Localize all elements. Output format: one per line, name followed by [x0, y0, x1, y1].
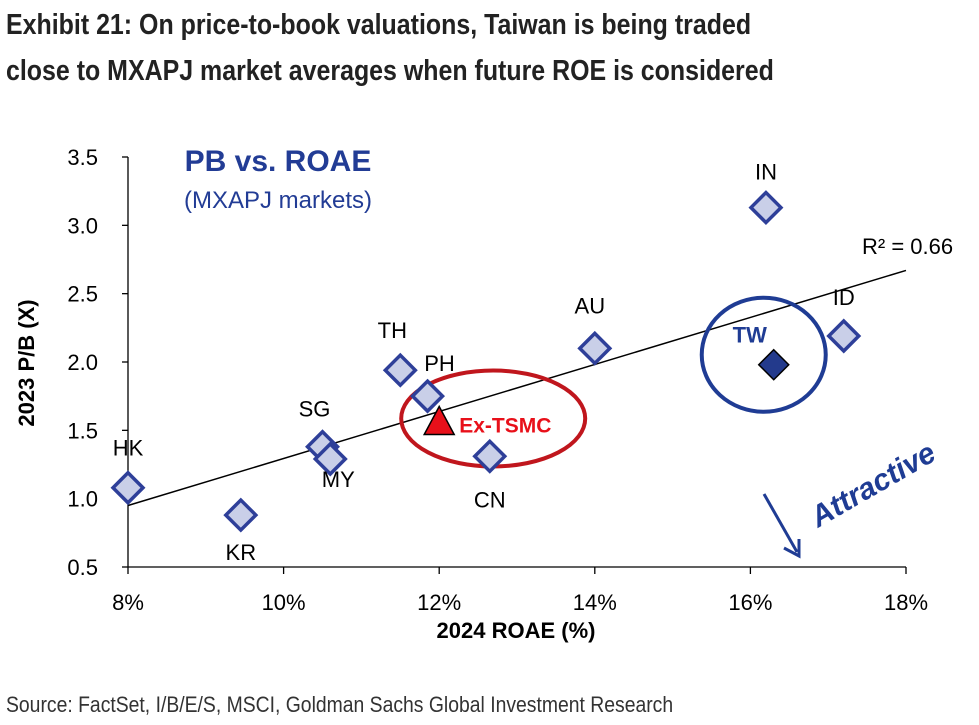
- y-tick-label: 1.5: [67, 418, 98, 443]
- point-ex-tsmc: [422, 404, 456, 436]
- point-label-sg: SG: [299, 397, 331, 422]
- point-hk: [110, 470, 146, 506]
- exhibit-title: Exhibit 21: On price-to-book valuations,…: [6, 2, 840, 94]
- point-label-ex-tsmc: Ex-TSMC: [459, 415, 551, 438]
- point-label-hk: HK: [113, 436, 144, 461]
- title-line-2: close to MXAPJ market averages when futu…: [6, 55, 774, 87]
- axes: 0.5 1.0 1.5 2.0 2.5 3.0 3.5 8% 10% 12% 14% 16% 18%: [67, 145, 928, 615]
- point-th: [382, 352, 418, 388]
- trendline: [127, 269, 907, 507]
- r-squared-label: R² = 0.66: [862, 234, 953, 259]
- point-in: [748, 190, 784, 226]
- source-note: Source: FactSet, I/B/E/S, MSCI, Goldman …: [6, 692, 674, 717]
- title-line-1: Exhibit 21: On price-to-book valuations,…: [6, 9, 752, 41]
- point-my: [312, 441, 348, 477]
- points-group: [110, 190, 862, 533]
- x-tick-label: 12%: [417, 590, 461, 615]
- y-tick-label: 1.0: [67, 487, 98, 512]
- y-tick-label: 3.5: [67, 145, 98, 170]
- tw-highlight-ellipse: [699, 295, 828, 414]
- point-label-my: MY: [322, 467, 355, 492]
- panel-title: PB vs. ROAE: [185, 145, 372, 178]
- point-label-au: AU: [575, 293, 606, 318]
- point-tw: [757, 348, 790, 381]
- point-id: [826, 318, 862, 354]
- point-au: [577, 330, 613, 366]
- x-tick-label: 10%: [262, 590, 306, 615]
- point-label-tw: TW: [733, 323, 767, 348]
- y-tick-label: 2.0: [67, 350, 98, 375]
- y-tick-label: 3.0: [67, 213, 98, 238]
- trendline-group: [127, 269, 907, 507]
- x-tick-label: 18%: [884, 590, 928, 615]
- point-label-in: IN: [755, 160, 777, 185]
- y-tick-label: 2.5: [67, 282, 98, 307]
- point-cn: [472, 438, 508, 474]
- point-label-kr: KR: [226, 540, 257, 565]
- x-tick-label: 14%: [573, 590, 617, 615]
- point-label-th: TH: [378, 318, 407, 343]
- y-tick-label: 0.5: [67, 555, 98, 580]
- attractive-arrow: [762, 493, 801, 559]
- point-ph: [410, 378, 446, 414]
- x-tick-label: 8%: [112, 590, 144, 615]
- y-axis-label: 2023 P/B (X): [14, 299, 39, 426]
- panel-subtitle: (MXAPJ markets): [184, 187, 372, 214]
- attractive-annotation: Attractive: [804, 436, 941, 534]
- point-kr: [223, 497, 259, 533]
- point-label-ph: PH: [424, 351, 455, 376]
- point-label-id: ID: [833, 285, 855, 310]
- x-axis-label: 2024 ROAE (%): [437, 618, 596, 643]
- point-label-cn: CN: [474, 487, 506, 512]
- labels-group: HK KR SG MY TH PH CN AU IN ID TW Ex-TSMC: [113, 160, 855, 565]
- x-tick-label: 16%: [728, 590, 772, 615]
